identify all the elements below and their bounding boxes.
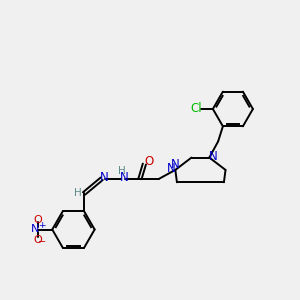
Text: Cl: Cl (190, 102, 202, 115)
Text: H: H (74, 188, 81, 199)
Text: O: O (145, 155, 154, 168)
Text: O: O (33, 215, 42, 225)
Text: O: O (33, 235, 42, 245)
Text: +: + (38, 221, 45, 230)
Text: −: − (38, 237, 46, 247)
Text: N: N (167, 162, 175, 175)
Text: N: N (171, 158, 180, 171)
Text: N: N (100, 171, 109, 184)
Text: N: N (31, 224, 40, 235)
Text: N: N (119, 171, 128, 184)
Text: H: H (118, 167, 125, 176)
Text: N: N (209, 150, 218, 163)
